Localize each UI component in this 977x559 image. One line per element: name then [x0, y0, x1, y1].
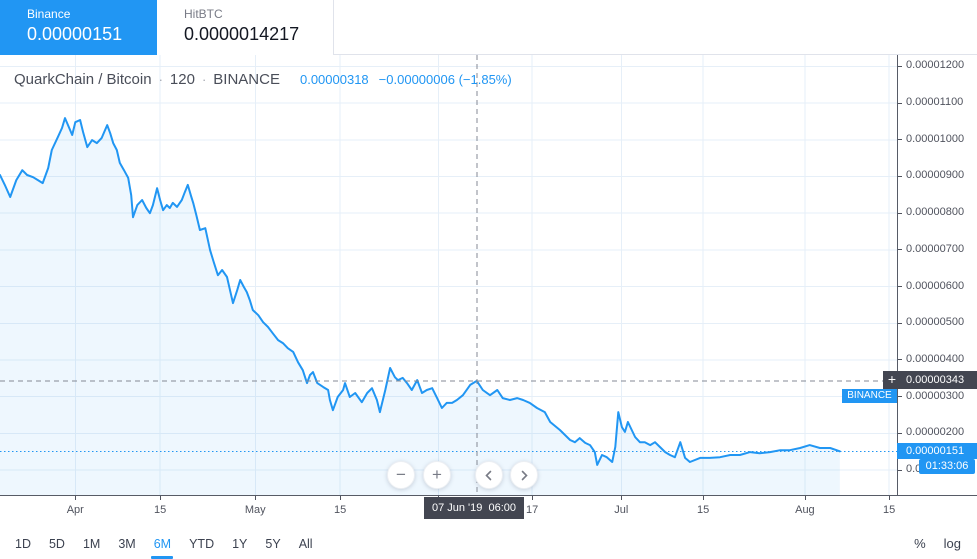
- exchange-label: BINANCE: [213, 71, 280, 88]
- range-button-ytd[interactable]: YTD: [189, 536, 215, 551]
- price-tick-dash: [898, 469, 902, 471]
- last-price-badge: 0.00000151: [897, 443, 977, 459]
- range-button-1m[interactable]: 1M: [82, 536, 101, 551]
- zoom-out-button[interactable]: −: [387, 461, 415, 489]
- percent-scale-button[interactable]: %: [914, 536, 926, 551]
- range-button-all[interactable]: All: [298, 536, 313, 551]
- time-axis-label: Apr: [66, 504, 84, 516]
- time-tick-dash: [75, 496, 77, 500]
- time-axis-label: 15: [334, 504, 347, 516]
- tab-hitbtc-price: 0.0000014217: [184, 24, 300, 44]
- tab-binance[interactable]: Binance 0.00000151: [0, 0, 157, 55]
- price-tick-dash: [898, 139, 902, 141]
- time-tick-dash: [160, 496, 162, 500]
- symbol-title: QuarkChain / Bitcoin: [14, 71, 152, 88]
- price-axis-label: 0.00001100: [906, 96, 964, 109]
- tab-binance-label: Binance: [27, 7, 71, 21]
- scale-controls: % log: [914, 536, 977, 551]
- price-line-series: [0, 117, 841, 466]
- legend-separator: ·: [158, 72, 163, 87]
- price-tick-dash: [898, 286, 902, 288]
- time-tick-dash: [340, 496, 342, 500]
- price-axis-label: 0.00001000: [906, 132, 965, 145]
- price-axis-label: 0.00000700: [906, 242, 965, 255]
- range-button-6m[interactable]: 6M: [153, 531, 172, 557]
- price-axis-label: 0.00001200: [906, 59, 965, 72]
- time-tick-dash: [703, 496, 705, 500]
- quote-last-value: 0.00000318: [299, 72, 369, 87]
- price-axis-label: 0.00000200: [906, 426, 965, 439]
- zoom-in-button[interactable]: +: [423, 461, 451, 489]
- time-axis-label: 17: [526, 504, 539, 516]
- time-tick-dash: [255, 496, 257, 500]
- price-tick-dash: [898, 322, 902, 324]
- axis-add-order-button[interactable]: +: [883, 371, 901, 389]
- price-axis-label: 0.00000500: [906, 316, 965, 329]
- time-axis-label: Jul: [614, 504, 629, 516]
- quote-change-percent: (−1.85%): [458, 72, 512, 87]
- bar-countdown-badge: 01:33:06: [919, 459, 975, 474]
- plus-icon: +: [432, 465, 442, 484]
- range-button-3m[interactable]: 3M: [118, 536, 136, 551]
- crosshair-time-badge: 07 Jun '19 06:00: [424, 497, 524, 519]
- chevron-left-icon: [485, 470, 492, 481]
- date-range-buttons: 1D 5D 1M 3M 6M YTD 1Y 5Y All: [0, 531, 314, 557]
- price-tick-dash: [898, 65, 902, 67]
- price-axis-label: 0.00000800: [906, 206, 965, 219]
- scroll-left-button[interactable]: [475, 461, 503, 489]
- range-toolbar: 1D 5D 1M 3M 6M YTD 1Y 5Y All % log: [0, 528, 977, 559]
- price-axis-label: 0.00000600: [906, 279, 965, 292]
- time-tick-dash: [621, 496, 623, 500]
- time-axis-label: 15: [883, 504, 896, 516]
- series-price-label: BINANCE: [842, 389, 897, 403]
- price-tick-dash: [898, 396, 902, 398]
- range-button-1d[interactable]: 1D: [15, 536, 31, 551]
- log-scale-button[interactable]: log: [943, 536, 961, 551]
- time-axis-label: Aug: [795, 504, 815, 516]
- price-axis-label: 0.00000900: [906, 169, 965, 182]
- time-axis-label: 15: [697, 504, 710, 516]
- range-button-1y[interactable]: 1Y: [232, 536, 248, 551]
- price-tick-dash: [898, 212, 902, 214]
- chart-plot-area[interactable]: QuarkChain / Bitcoin · 120 · BINANCE 0.000003…: [0, 55, 897, 495]
- price-tick-dash: [898, 249, 902, 251]
- price-tick-dash: [898, 102, 902, 104]
- quote-change: −0.00000006: [378, 72, 455, 87]
- price-chart-canvas[interactable]: [0, 55, 897, 495]
- time-tick-dash: [804, 496, 806, 500]
- crosshair-price-badge: 0.00000343: [897, 371, 977, 389]
- price-axis-label: 0.00000300: [906, 389, 965, 402]
- price-axis-label: 0.00000400: [906, 352, 965, 365]
- plus-icon: +: [887, 371, 897, 387]
- price-area-fill: [0, 118, 840, 495]
- legend-separator: ·: [201, 72, 207, 87]
- price-tick-dash: [898, 432, 902, 434]
- price-tick-dash: [898, 175, 902, 177]
- range-button-5d[interactable]: 5D: [48, 536, 65, 551]
- tab-hitbtc-label: HitBTC: [184, 7, 223, 21]
- range-button-5y[interactable]: 5Y: [265, 536, 281, 551]
- tab-hitbtc[interactable]: HitBTC 0.0000014217: [157, 0, 334, 55]
- minus-icon: −: [396, 465, 406, 484]
- tab-binance-price: 0.00000151: [27, 24, 123, 44]
- time-tick-dash: [532, 496, 534, 500]
- interval-label: 120: [169, 71, 195, 88]
- price-tick-dash: [898, 359, 902, 361]
- exchange-tabstrip: Binance 0.00000151 HitBTC 0.0000014217: [0, 0, 977, 55]
- time-axis-label: 15: [154, 504, 167, 516]
- time-tick-dash: [889, 496, 891, 500]
- chevron-right-icon: [521, 470, 528, 481]
- time-axis-label: May: [244, 504, 266, 516]
- chart-legend: QuarkChain / Bitcoin · 120 · BINANCE 0.000003…: [14, 71, 512, 88]
- scroll-right-button[interactable]: [510, 461, 538, 489]
